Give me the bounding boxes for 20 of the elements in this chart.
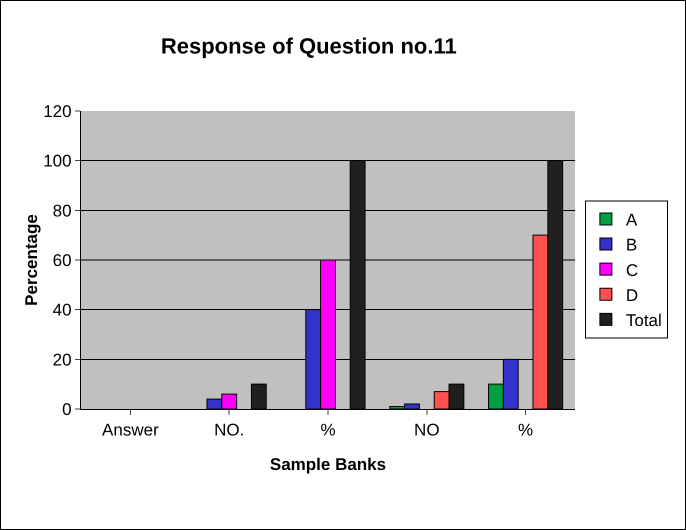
y-tick-label: 120: [43, 102, 72, 121]
legend-label: Total: [626, 310, 662, 330]
x-tick-label: %: [320, 420, 336, 440]
chart-title: Response of Question no.11: [160, 33, 457, 58]
y-tick-label: 40: [52, 300, 72, 320]
y-tick-label: 80: [52, 201, 72, 220]
y-tick-label: 0: [62, 400, 72, 419]
x-tick-label: NO.: [214, 420, 244, 440]
legend-label: C: [626, 260, 638, 280]
legend-label: D: [626, 286, 638, 305]
x-axis-title: Sample Banks: [270, 455, 386, 474]
x-tick-label: %: [518, 420, 534, 440]
y-tick-label: 20: [52, 350, 72, 370]
legend-label: B: [626, 236, 638, 255]
y-tick-label: 60: [52, 250, 72, 270]
y-tick-label: 100: [43, 152, 72, 171]
x-tick-label: NO: [414, 420, 440, 440]
legend-label: A: [626, 210, 638, 230]
x-tick-label: Answer: [102, 420, 160, 440]
y-axis-title: Percentage: [22, 214, 41, 306]
